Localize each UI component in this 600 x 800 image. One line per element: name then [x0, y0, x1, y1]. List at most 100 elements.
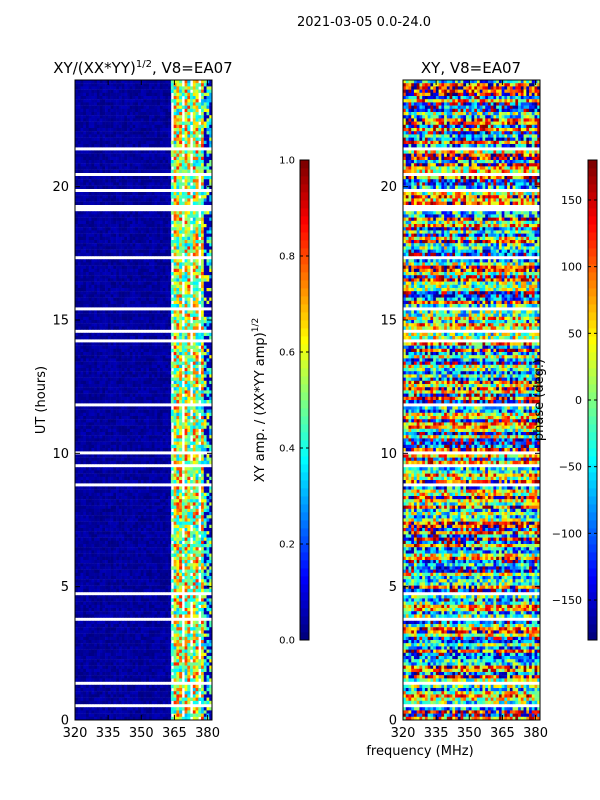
- left-heatmap-cell: [132, 419, 136, 423]
- left-heatmap-cell: [192, 176, 196, 180]
- left-heatmap-cell: [140, 275, 144, 279]
- left-heatmap-cell: [83, 393, 87, 397]
- left-heatmap-cell: [88, 134, 92, 138]
- left-heatmap-cell: [209, 246, 212, 250]
- left-heatmap-cell: [132, 374, 136, 378]
- left-heatmap-cell: [94, 300, 98, 305]
- left-heatmap-cell: [107, 348, 111, 353]
- left-heatmap-cell: [165, 358, 169, 362]
- left-heatmap-cell: [168, 259, 172, 263]
- left-heatmap-cell: [168, 160, 172, 164]
- left-heatmap-cell: [91, 131, 95, 135]
- left-heatmap-cell: [209, 144, 212, 148]
- left-heatmap-cell: [195, 364, 199, 369]
- left-heatmap-cell: [132, 137, 136, 141]
- left-heatmap-cell: [85, 124, 89, 129]
- left-heatmap-cell: [105, 211, 109, 215]
- left-heatmap-cell: [85, 185, 89, 189]
- left-heatmap-cell: [77, 80, 81, 84]
- left-heatmap-cell: [127, 275, 131, 279]
- left-heatmap-cell: [157, 320, 161, 324]
- left-heatmap-cell: [206, 393, 210, 397]
- left-heatmap-cell: [105, 233, 109, 237]
- left-heatmap-cell: [91, 348, 95, 353]
- left-heatmap-cell: [91, 121, 95, 125]
- left-heatmap-cell: [201, 278, 205, 282]
- left-heatmap-cell: [195, 297, 199, 301]
- left-heatmap-cell: [162, 377, 166, 381]
- left-heatmap-cell: [151, 294, 155, 298]
- left-heatmap-cell: [184, 160, 188, 164]
- left-heatmap-cell: [162, 348, 166, 353]
- left-heatmap-cell: [132, 80, 136, 84]
- left-heatmap-cell: [138, 323, 142, 327]
- left-heatmap-cell: [168, 166, 172, 170]
- left-heatmap-cell: [127, 342, 131, 346]
- left-heatmap-cell: [170, 297, 174, 301]
- left-heatmap-cell: [132, 358, 136, 362]
- left-heatmap-cell: [124, 412, 128, 417]
- left-heatmap-cell: [143, 115, 147, 119]
- left-heatmap-cell: [140, 243, 144, 247]
- left-heatmap-cell: [184, 342, 188, 346]
- left-heatmap-cell: [135, 140, 139, 145]
- left-heatmap-cell: [187, 432, 191, 436]
- left-heatmap-cell: [105, 115, 109, 119]
- left-heatmap-cell: [143, 185, 147, 189]
- left-heatmap-cell: [132, 326, 136, 330]
- left-heatmap-cell: [203, 105, 207, 109]
- left-heatmap-cell: [83, 300, 87, 305]
- left-heatmap-cell: [154, 185, 158, 189]
- left-heatmap-cell: [206, 320, 210, 324]
- left-heatmap-cell: [148, 412, 153, 417]
- left-heatmap-cell: [181, 275, 185, 279]
- left-heatmap-cell: [91, 230, 95, 234]
- left-heatmap-cell: [135, 272, 139, 276]
- left-heatmap-cell: [154, 144, 158, 148]
- left-heatmap-cell: [99, 134, 103, 138]
- left-heatmap-cell: [173, 99, 177, 103]
- left-heatmap-cell: [154, 265, 158, 269]
- left-heatmap-cell: [148, 137, 153, 141]
- left-heatmap-cell: [173, 240, 177, 244]
- left-heatmap-cell: [165, 220, 169, 225]
- left-heatmap-cell: [140, 118, 144, 122]
- left-heatmap-cell: [132, 243, 136, 247]
- left-heatmap-cell: [135, 195, 139, 199]
- left-heatmap-cell: [113, 400, 117, 404]
- left-heatmap-cell: [96, 345, 100, 349]
- left-heatmap-cell: [99, 224, 103, 228]
- left-heatmap-cell: [127, 217, 131, 221]
- left-heatmap-cell: [127, 272, 131, 276]
- left-heatmap-cell: [168, 300, 172, 305]
- left-heatmap-cell: [110, 326, 114, 330]
- left-heatmap-cell: [173, 384, 177, 388]
- left-heatmap-cell: [83, 262, 87, 266]
- left-heatmap-cell: [129, 441, 133, 445]
- left-heatmap-cell: [85, 121, 89, 125]
- left-heatmap-cell: [80, 396, 84, 401]
- left-heatmap-cell: [96, 153, 100, 157]
- left-heatmap-cell: [146, 220, 150, 225]
- left-heatmap-cell: [83, 240, 87, 244]
- left-heatmap-cell: [184, 182, 188, 186]
- left-heatmap-cell: [118, 422, 122, 426]
- left-heatmap-cell: [110, 124, 114, 129]
- left-heatmap-cell: [157, 185, 161, 189]
- left-heatmap-cell: [146, 150, 150, 154]
- left-heatmap-cell: [146, 166, 150, 170]
- left-heatmap-cell: [162, 124, 166, 129]
- left-heatmap-cell: [184, 185, 188, 189]
- left-heatmap-cell: [83, 416, 87, 420]
- left-heatmap-cell: [192, 396, 196, 401]
- left-heatmap-cell: [146, 156, 150, 161]
- left-heatmap-cell: [80, 102, 84, 106]
- left-heatmap-cell: [121, 265, 125, 269]
- left-heatmap-cell: [138, 201, 142, 205]
- left-heatmap-cell: [181, 227, 185, 231]
- left-heatmap-cell: [173, 137, 177, 141]
- left-heatmap-cell: [159, 195, 163, 199]
- left-heatmap-cell: [94, 214, 98, 218]
- left-heatmap-cell: [203, 268, 207, 273]
- left-heatmap-cell: [201, 252, 205, 257]
